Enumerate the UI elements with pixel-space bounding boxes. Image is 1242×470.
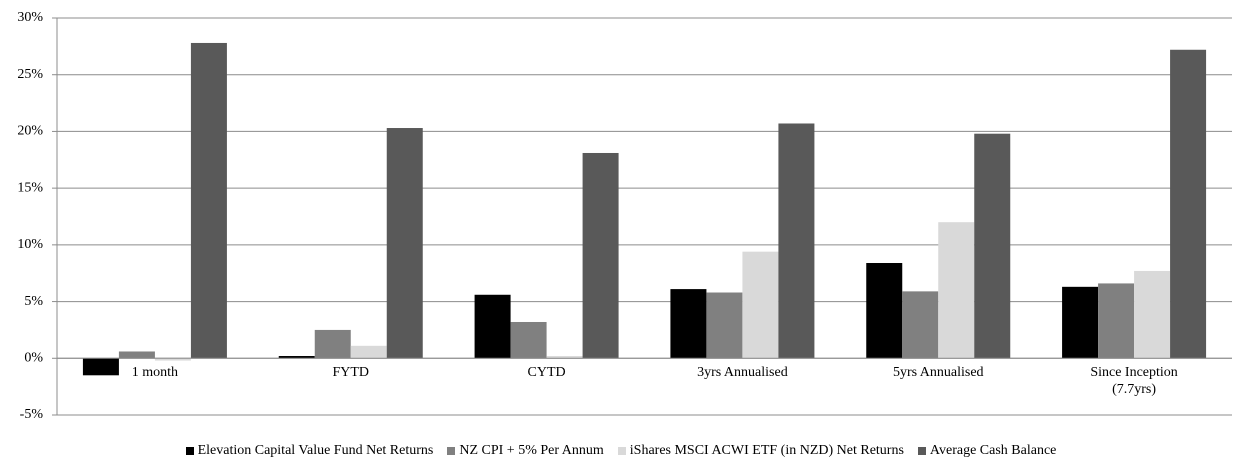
y-tick-label: 25%: [17, 67, 43, 82]
bar: [474, 294, 511, 359]
bar: [778, 123, 815, 359]
bar: [1098, 283, 1135, 359]
bar: [902, 291, 939, 359]
legend-item: NZ CPI + 5% Per Annum: [447, 443, 604, 459]
y-tick-label: 10%: [17, 237, 43, 252]
bar: [118, 351, 155, 359]
bar: [82, 358, 119, 376]
bar: [190, 42, 227, 359]
bar: [154, 358, 191, 361]
bar: [1134, 270, 1171, 359]
legend-label: iShares MSCI ACWI ETF (in NZD) Net Retur…: [629, 443, 904, 458]
bar: [938, 222, 975, 359]
legend-swatch: [447, 447, 456, 455]
x-tick-label: 1 month: [131, 365, 179, 381]
y-tick-label: 5%: [24, 294, 43, 309]
legend-label: Average Cash Balance: [929, 443, 1057, 458]
legend: Elevation Capital Value Fund Net Returns…: [0, 443, 1242, 459]
bar: [1062, 286, 1099, 359]
bar: [278, 356, 315, 359]
y-tick-label: 30%: [17, 10, 43, 25]
bar: [314, 329, 351, 359]
bar: [546, 356, 583, 359]
legend-label: NZ CPI + 5% Per Annum: [459, 443, 604, 458]
x-tick-label: Since Inception (7.7yrs): [1090, 365, 1178, 398]
bar: [974, 133, 1011, 359]
bar: [510, 321, 547, 359]
y-tick-label: 15%: [17, 180, 43, 195]
bar: [1170, 49, 1207, 359]
bar: [582, 152, 619, 359]
y-tick-label: 0%: [24, 351, 43, 366]
legend-label: Elevation Capital Value Fund Net Returns: [197, 443, 434, 458]
x-tick-label: 3yrs Annualised: [697, 365, 788, 381]
bar: [706, 292, 743, 359]
bar: [386, 128, 423, 359]
legend-swatch: [917, 447, 926, 455]
x-tick-label: CYTD: [527, 365, 566, 381]
legend-item: Average Cash Balance: [917, 443, 1057, 459]
plot: -5% 0% 5% 10% 15% 20% 25% 30%: [17, 10, 1232, 422]
bar: [670, 289, 707, 359]
y-tick-label: -5%: [20, 407, 44, 422]
legend-item: iShares MSCI ACWI ETF (in NZD) Net Retur…: [617, 443, 904, 459]
legend-swatch: [617, 447, 626, 455]
y-tick-label: 20%: [17, 124, 43, 139]
legend-item: Elevation Capital Value Fund Net Returns: [185, 443, 434, 459]
bar: [742, 251, 779, 359]
legend-swatch: [185, 447, 194, 455]
x-tick-label: FYTD: [332, 365, 370, 381]
x-tick-label: 5yrs Annualised: [892, 365, 984, 381]
bar: [866, 263, 903, 359]
bar: [350, 345, 387, 359]
